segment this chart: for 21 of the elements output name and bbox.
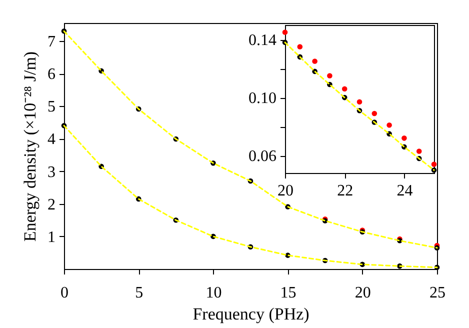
x-tick-label: 22 bbox=[337, 182, 354, 200]
x-tick-label: 5 bbox=[135, 284, 144, 302]
x-tick-label: 20 bbox=[278, 182, 294, 200]
x-tick-label: 24 bbox=[396, 182, 413, 200]
x-tick-label: 10 bbox=[206, 284, 222, 302]
y-tick-label: 0.06 bbox=[248, 148, 276, 166]
y-tick-label: 0.10 bbox=[248, 90, 276, 108]
x-tick-label: 25 bbox=[430, 284, 446, 302]
y-tick-label: 5 bbox=[48, 98, 56, 116]
x-tick-label: 0 bbox=[60, 284, 68, 302]
y-axis-title: Energy density (×10⁻²⁸ J/m) bbox=[20, 51, 40, 242]
y-tick-label: 6 bbox=[48, 66, 56, 84]
y-tick-label: 2 bbox=[48, 196, 56, 214]
y-tick-label: 3 bbox=[48, 164, 56, 181]
x-tick-label: 15 bbox=[280, 284, 296, 302]
y-tick-label: 1 bbox=[48, 228, 56, 246]
x-axis-title: Frequency (PHz) bbox=[192, 304, 310, 324]
x-tick-label: 20 bbox=[354, 284, 371, 302]
y-tick-label: 0.14 bbox=[248, 32, 276, 50]
y-tick-label: 7 bbox=[48, 33, 56, 50]
y-tick-label: 4 bbox=[48, 131, 56, 148]
